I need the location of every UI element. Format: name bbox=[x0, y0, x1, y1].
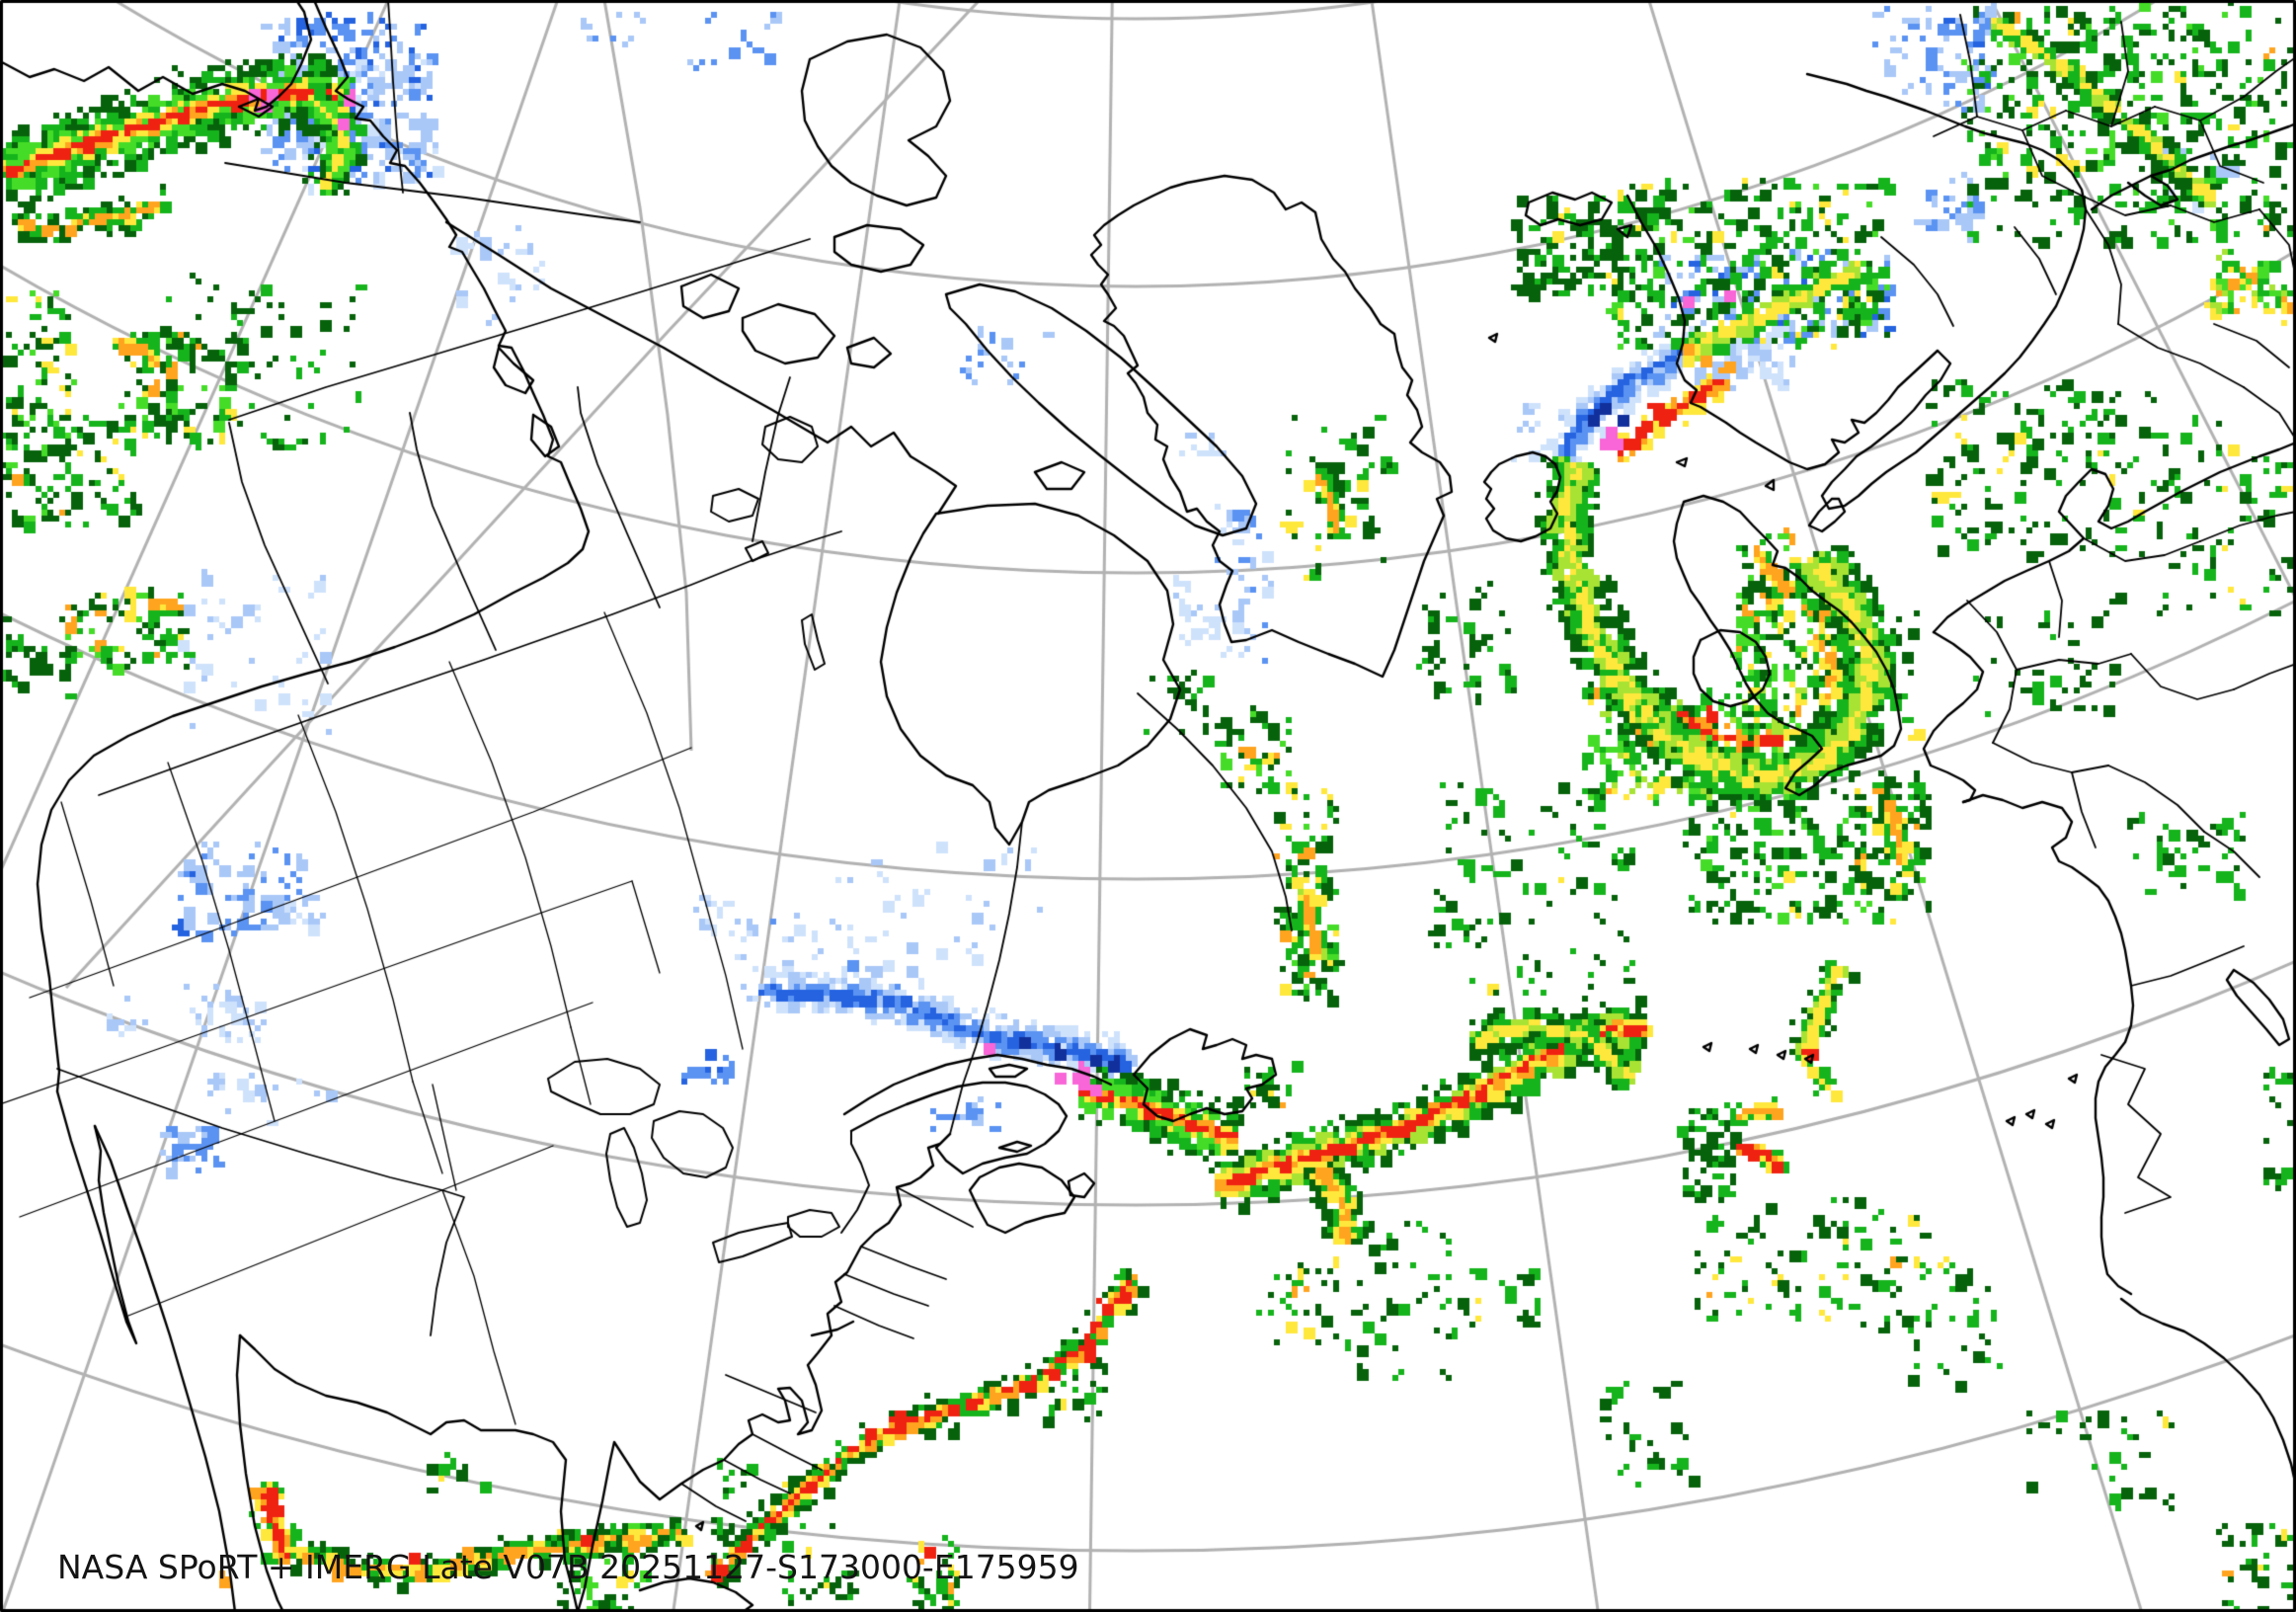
map-title: NASA SPoRT + IMERG Late V07B 20251127-S1… bbox=[57, 1548, 1079, 1586]
